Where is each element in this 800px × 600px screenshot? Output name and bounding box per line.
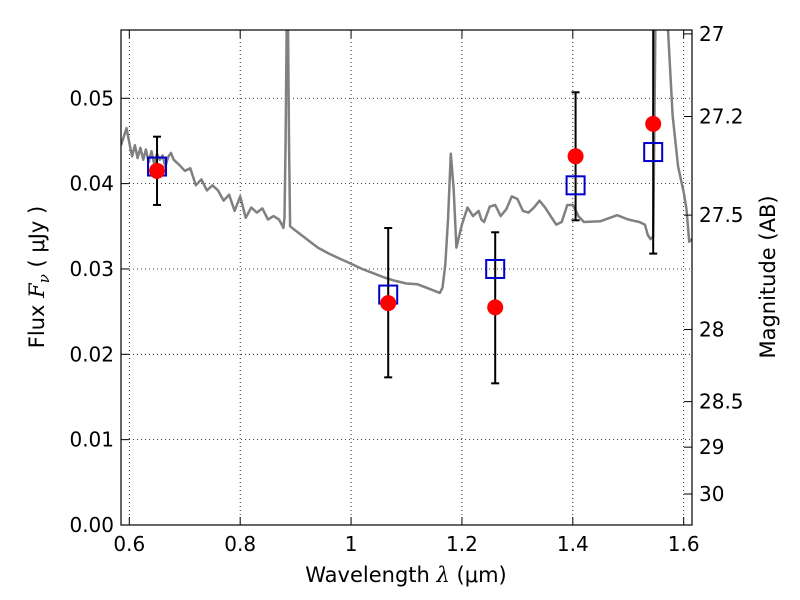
y2-tick-label: 27 — [699, 22, 724, 46]
model-photometry-square — [643, 142, 664, 163]
observed-flux-point — [380, 295, 397, 312]
y2-tick-label: 28.5 — [699, 390, 744, 414]
y-tick-label: 0.02 — [69, 342, 114, 366]
observed-flux-point — [149, 162, 166, 179]
plot-frame — [120, 29, 693, 526]
observed-flux-point — [487, 299, 504, 316]
y-tick-label: 0.04 — [69, 172, 114, 196]
y2-tick-label: 29 — [699, 435, 724, 459]
model-photometry-square — [485, 258, 506, 279]
y2-tick-label: 28 — [699, 317, 724, 341]
y2-tick-label: 30 — [699, 482, 724, 506]
ticks — [121, 30, 692, 526]
x-tick-label: 1.4 — [557, 532, 589, 556]
x-tick-label: 0.8 — [224, 532, 256, 556]
x-tick-label: 1.6 — [668, 532, 700, 556]
y-tick-label: 0.01 — [69, 428, 114, 452]
grid — [121, 30, 692, 525]
x-tick-label: 0.6 — [113, 532, 145, 556]
observed-flux-point — [645, 115, 662, 132]
model-photometry-square — [565, 175, 586, 196]
sed-model-line — [121, 30, 692, 295]
x-tick-label: 1.2 — [446, 532, 478, 556]
y-tick-label: 0.00 — [69, 513, 114, 537]
x-tick-label: 1 — [345, 532, 358, 556]
y2-tick-label: 27.2 — [699, 104, 744, 128]
observed-flux-point — [567, 148, 584, 165]
plot-content — [121, 30, 692, 385]
x-axis-label: Wavelength λ (μm) — [305, 563, 506, 587]
plot-background — [121, 30, 692, 525]
y-tick-label: 0.05 — [69, 86, 114, 110]
y-axis-label: Flux Fν ( μJy ) — [25, 206, 53, 348]
y-tick-label: 0.03 — [69, 257, 114, 281]
y2-tick-label: 27.5 — [699, 203, 744, 227]
y2-axis-label: Magnitude (AB) — [756, 195, 780, 358]
